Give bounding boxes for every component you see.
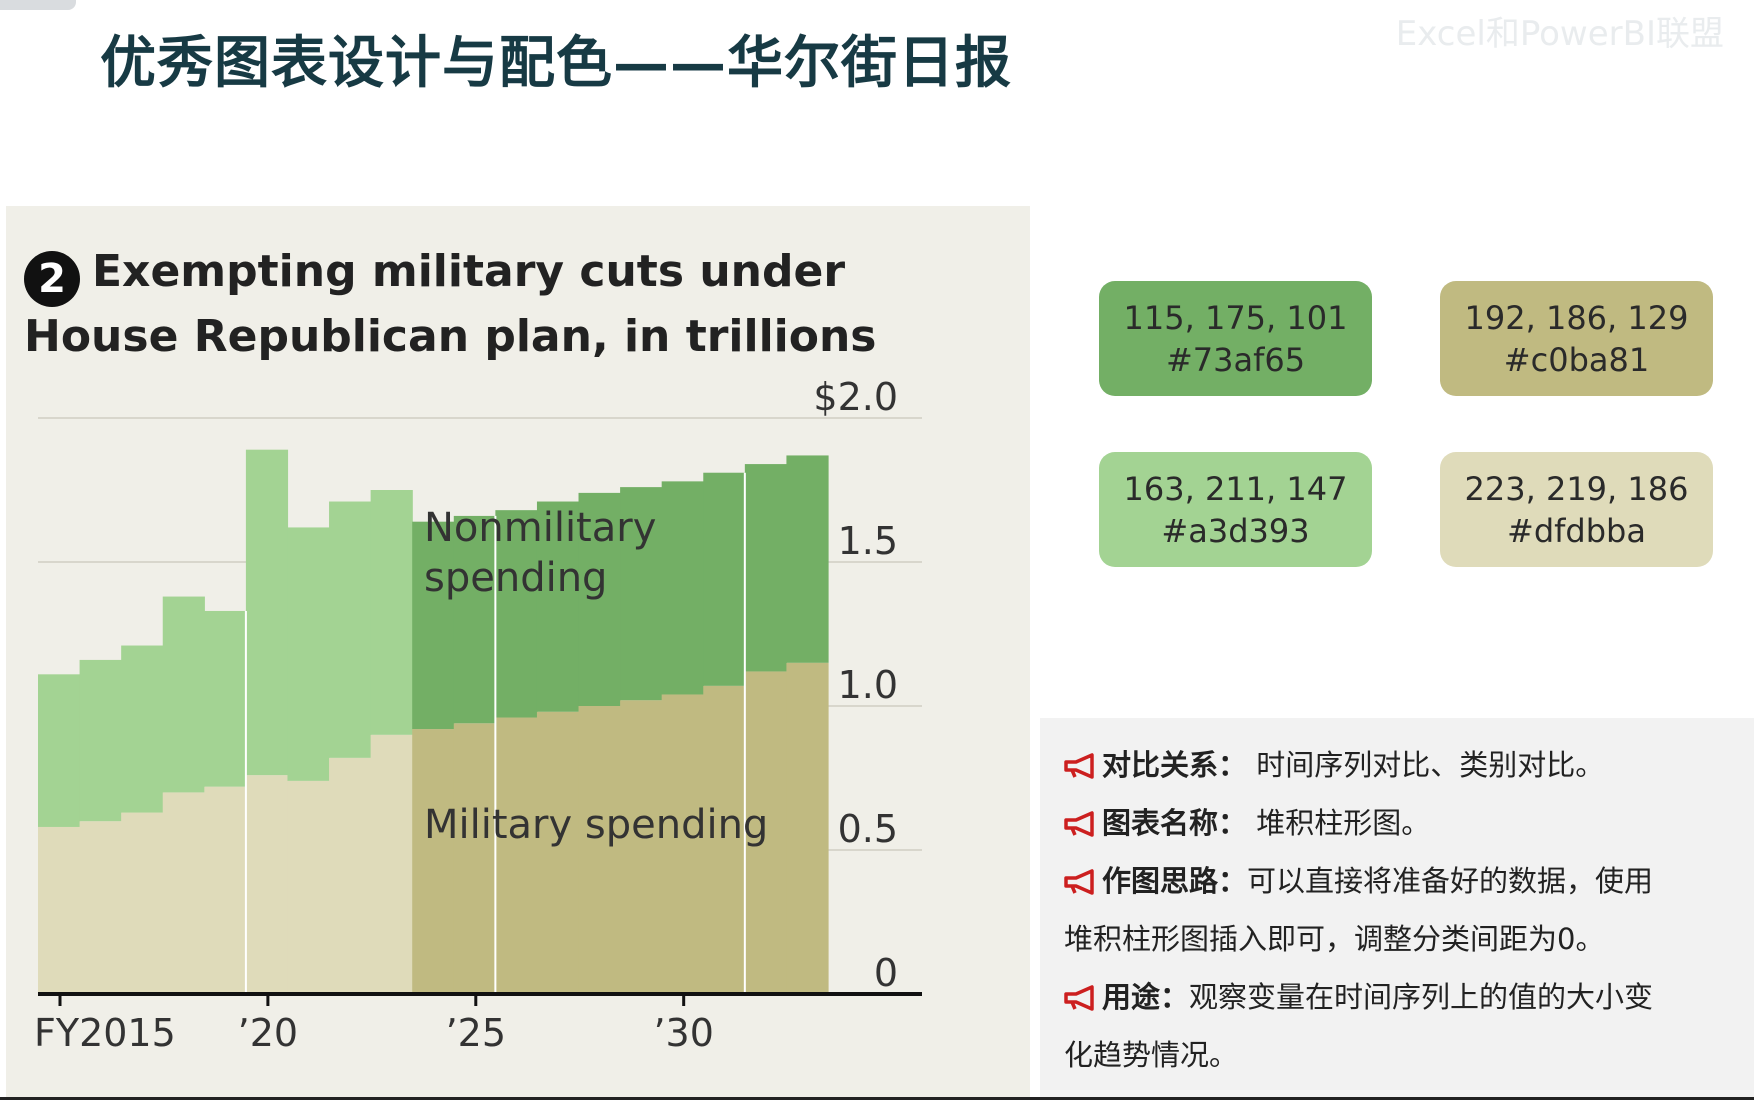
swatch-rgb: 223, 219, 186 [1464,469,1689,508]
bar-nonmilitary [453,515,496,724]
bar-nonmilitary [287,527,330,781]
bar-military [329,757,372,994]
megaphone-icon [1064,752,1100,786]
bar-military [536,711,580,994]
bar-nonmilitary [744,464,788,672]
note-usage-continued: 化趋势情况。 [1064,1032,1238,1074]
bar-military [453,723,496,994]
chart-number-badge: 2 [24,251,80,307]
bar-nonmilitary [786,455,829,663]
bar-military [786,662,829,994]
bar-military [287,780,330,994]
bar-nonmilitary [204,610,247,787]
bar-military [121,812,164,994]
bar-military [79,821,122,994]
chart-title: 2 Exempting military cuts under House Rep… [24,242,1014,367]
annotation-nonmilitary-spending: spending [424,555,607,601]
note-key: 用途： [1102,980,1190,1014]
bottom-border [0,1097,1754,1100]
x-tick-label: ’20 [238,1011,298,1055]
bar-nonmilitary [121,645,164,813]
watermark: Excel和PowerBI联盟 [1395,14,1724,54]
swatch-rgb: 163, 211, 147 [1123,469,1348,508]
bar-military [703,685,746,994]
note-key: 对比关系： [1102,748,1248,782]
color-swatch-light-khaki: 223, 219, 186 #dfdbba [1440,452,1713,567]
swatch-hex: #dfdbba [1507,511,1646,550]
note-usage: 用途：观察变量在时间序列上的值的大小变 [1064,974,1653,1018]
slide-title: 优秀图表设计与配色——华尔街日报 [100,30,1012,96]
color-swatch-light-green: 163, 211, 147 #a3d393 [1099,452,1372,567]
y-tick-label: 0 [874,951,898,995]
bar-nonmilitary [412,521,455,730]
bar-nonmilitary [162,596,205,793]
color-swatch-dark-khaki: 192, 186, 129 #c0ba81 [1440,281,1713,396]
note-key: 作图思路： [1102,864,1248,898]
chart-panel: FY2015 ’20 ’25 ’30 0 0.5 1.0 1.5 $2.0 Nonmilitary… [6,206,1030,1098]
bar-military [578,706,621,994]
megaphone-icon [1064,868,1100,902]
note-text: 堆积柱形图。 [1247,806,1431,840]
bar-military [204,786,247,994]
bar-nonmilitary [245,449,289,776]
megaphone-icon [1064,810,1100,844]
bar-military [245,775,289,994]
note-comparison: 对比关系： 时间序列对比、类别对比。 [1064,742,1604,786]
bar-military [495,717,538,994]
bar-nonmilitary [38,674,81,827]
bar-military [744,671,788,994]
bar-nonmilitary [79,659,122,822]
window-tab-corner [0,0,76,10]
swatch-hex: #a3d393 [1161,511,1310,550]
note-text: 可以直接将准备好的数据，使用 [1247,864,1654,898]
y-tick-label: 0.5 [838,807,898,851]
note-approach: 作图思路：可以直接将准备好的数据，使用 [1064,858,1653,902]
color-swatch-dark-green: 115, 175, 101 #73af65 [1099,281,1372,396]
swatch-rgb: 192, 186, 129 [1464,298,1689,337]
y-tick-label: 1.5 [838,519,898,563]
bar-military [162,792,205,994]
note-chart-name: 图表名称： 堆积柱形图。 [1064,800,1430,844]
swatch-hex: #73af65 [1165,340,1306,379]
bar-military [38,826,81,994]
note-approach-continued: 堆积柱形图插入即可，调整分类间距为0。 [1064,916,1604,958]
annotation-nonmilitary: Nonmilitary [424,505,656,551]
note-text: 化趋势情况。 [1064,1038,1239,1072]
note-key: 图表名称： [1102,806,1248,840]
note-text: 堆积柱形图插入即可，调整分类间距为0。 [1064,922,1605,956]
bar-nonmilitary [329,501,372,758]
x-tick-label: ’30 [653,1011,713,1055]
y-tick-label: $2.0 [813,375,898,419]
chart-title-text: Exempting military cuts under House Repu… [24,246,877,362]
swatch-hex: #c0ba81 [1503,340,1650,379]
bar-military [412,729,455,994]
note-text: 观察变量在时间序列上的值的大小变 [1189,980,1654,1014]
bar-nonmilitary [370,490,413,735]
y-tick-label: 1.0 [838,663,898,707]
stacked-bar-chart: FY2015 ’20 ’25 ’30 0 0.5 1.0 1.5 $2.0 Nonmilitary… [34,375,922,1055]
bar-nonmilitary [578,492,621,706]
annotation-military: Military spending [424,802,768,848]
note-text: 时间序列对比、类别对比。 [1247,748,1605,782]
x-tick-label: ’25 [446,1011,506,1055]
bar-nonmilitary [661,481,704,695]
bar-military [370,734,413,994]
bar-military [661,694,704,994]
bar-nonmilitary [620,487,663,701]
x-tick-label: FY2015 [34,1011,176,1055]
notes-panel: 对比关系： 时间序列对比、类别对比。 图表名称： 堆积柱形图。 作图思路：可以直… [1040,718,1754,1098]
bar-military [620,700,663,994]
bar-nonmilitary [536,501,580,712]
megaphone-icon [1064,984,1100,1018]
swatch-rgb: 115, 175, 101 [1123,298,1348,337]
bar-nonmilitary [703,472,746,686]
bar-nonmilitary [495,510,538,718]
